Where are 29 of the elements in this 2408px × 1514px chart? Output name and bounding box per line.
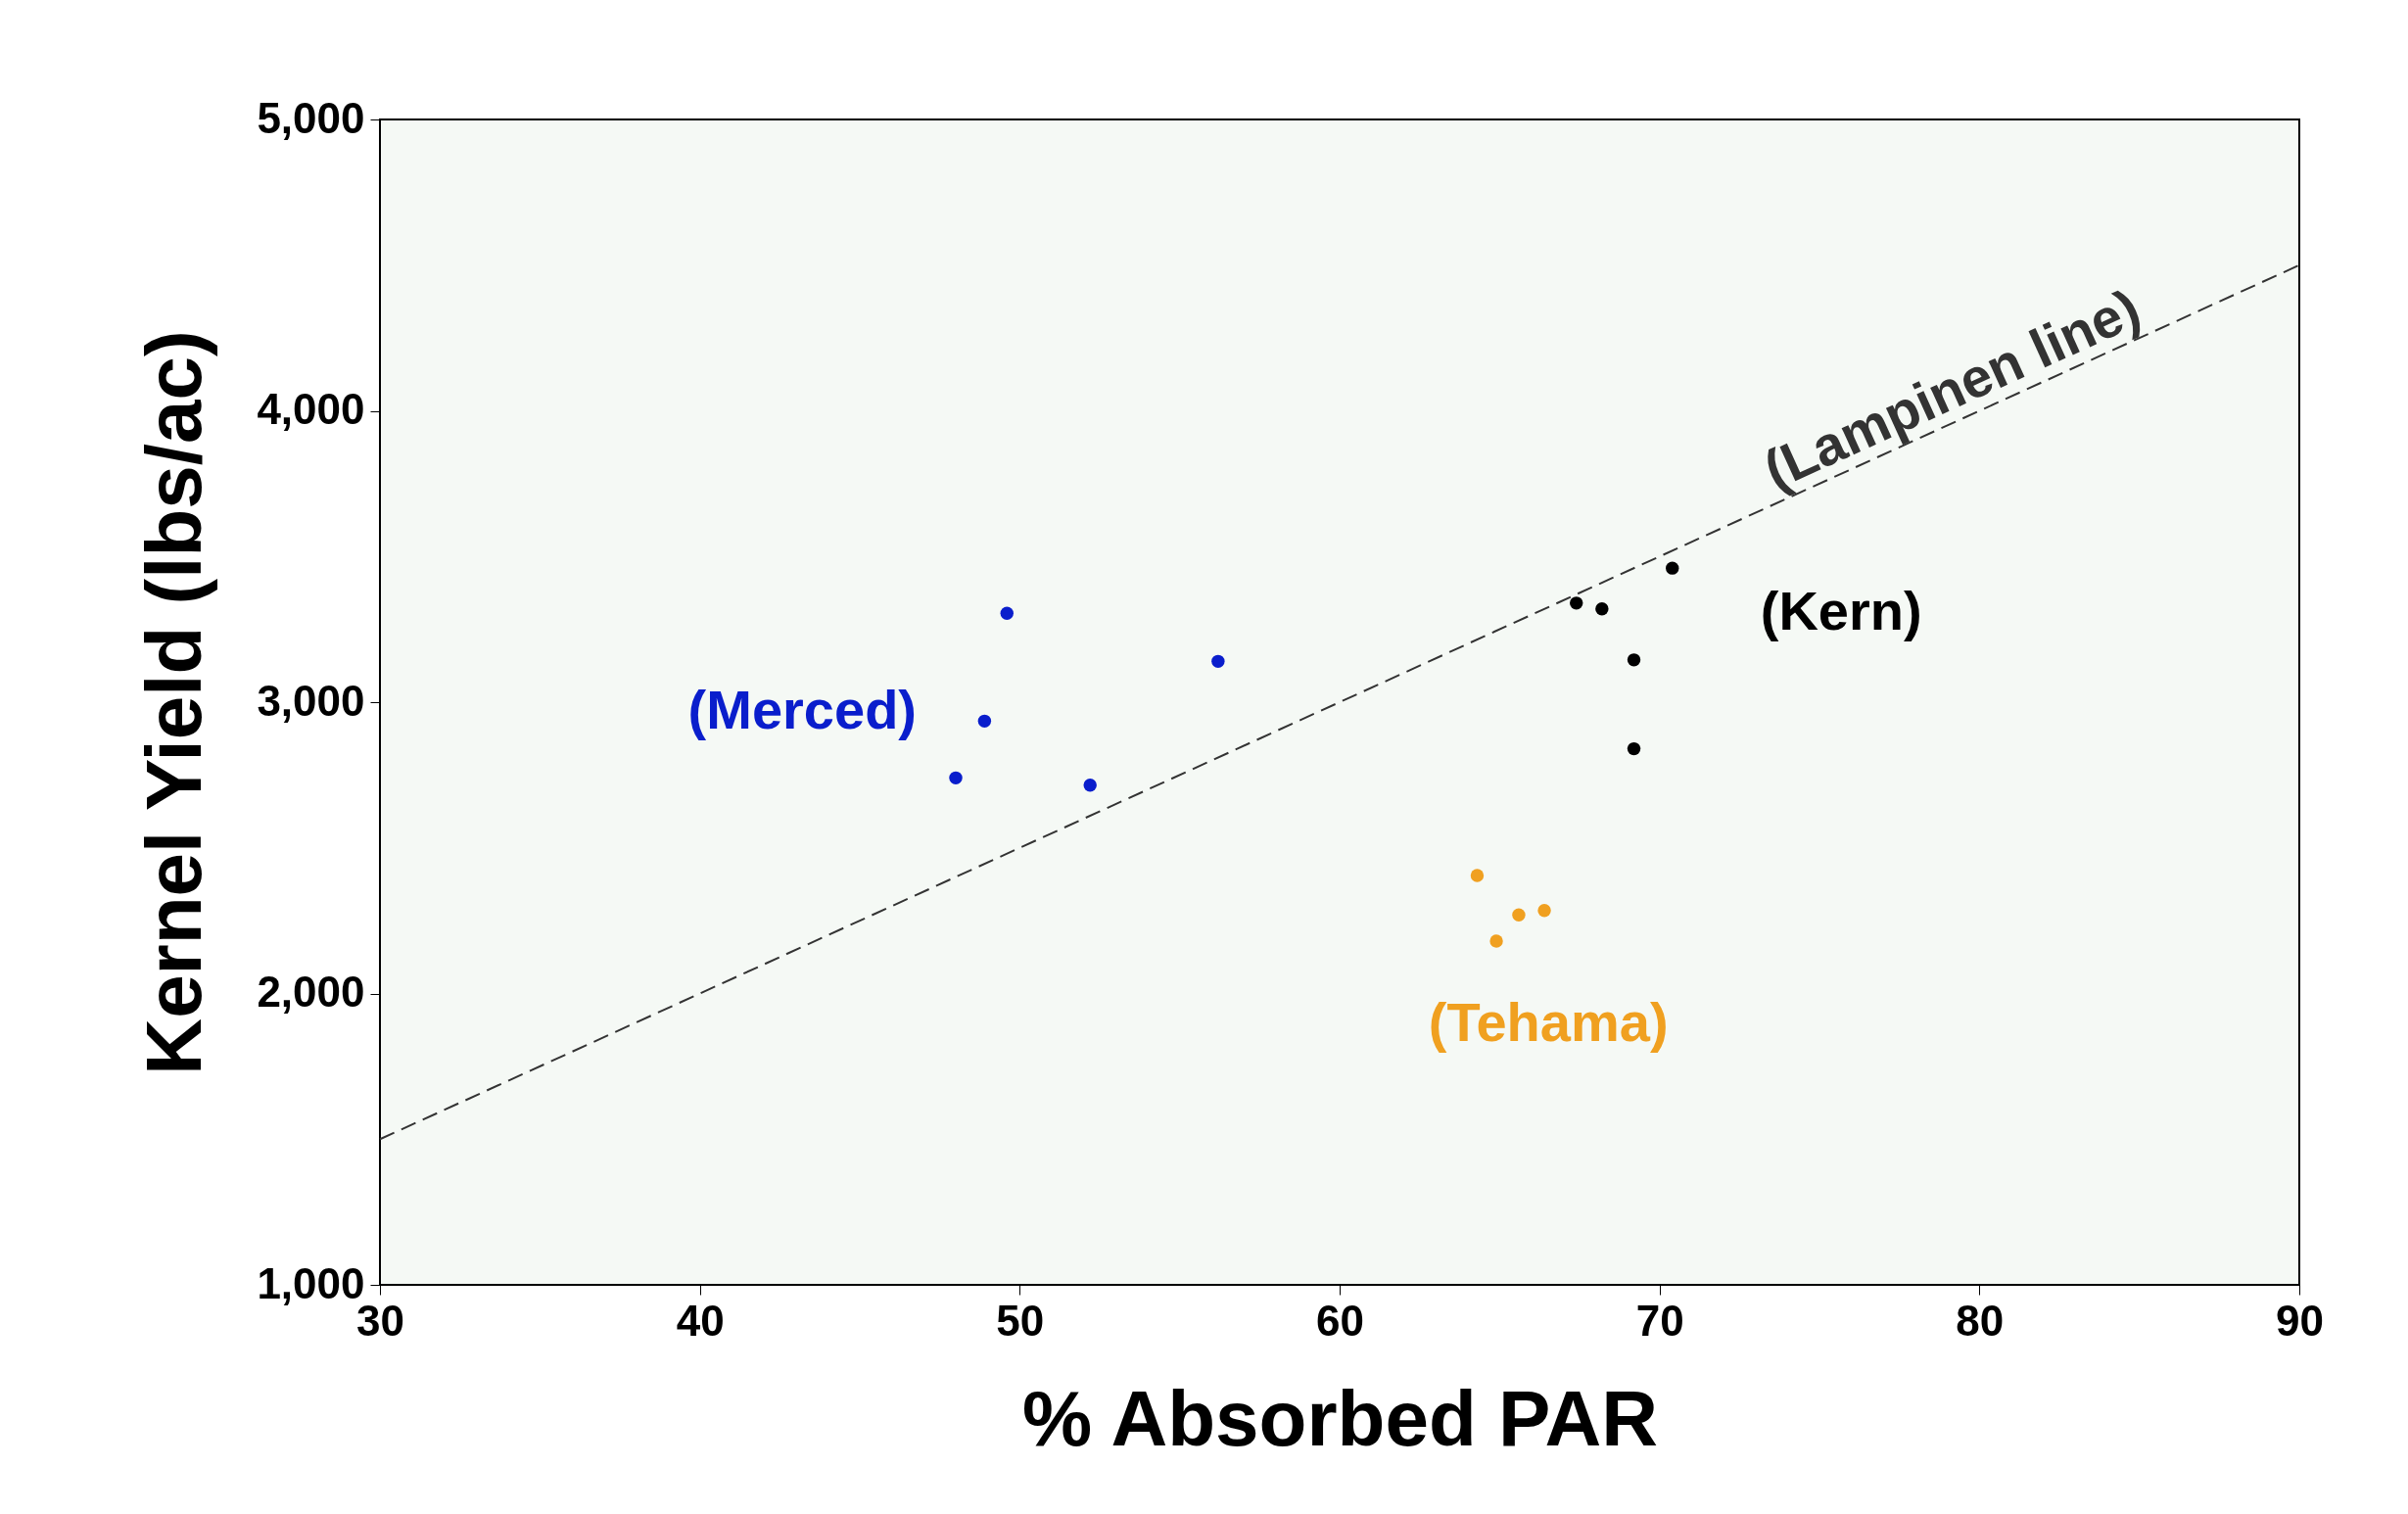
x-tick-label: 50 bbox=[996, 1296, 1045, 1345]
x-axis-title: % Absorbed PAR bbox=[1022, 1374, 1658, 1462]
x-tick-label: 70 bbox=[1635, 1296, 1684, 1345]
point bbox=[1595, 602, 1609, 616]
point bbox=[1512, 908, 1526, 922]
point bbox=[1627, 653, 1641, 667]
point bbox=[1570, 596, 1583, 610]
point bbox=[1627, 741, 1641, 756]
series-label: (Tehama) bbox=[1428, 990, 1669, 1053]
point bbox=[1000, 606, 1014, 620]
y-tick-label: 2,000 bbox=[257, 968, 365, 1016]
point bbox=[1489, 934, 1503, 948]
point bbox=[1083, 779, 1097, 792]
point bbox=[1537, 904, 1551, 918]
y-tick-label: 4,000 bbox=[257, 385, 365, 433]
y-axis-title: Kernel Yield (lbs/ac) bbox=[130, 330, 218, 1075]
y-tick-label: 5,000 bbox=[257, 93, 365, 142]
x-tick-label: 60 bbox=[1316, 1296, 1364, 1345]
y-tick-label: 3,000 bbox=[257, 676, 365, 725]
x-tick-label: 40 bbox=[676, 1296, 725, 1345]
point bbox=[977, 714, 992, 729]
x-tick-label: 80 bbox=[1956, 1296, 2005, 1345]
series-label: (Kern) bbox=[1760, 580, 1922, 642]
point bbox=[1211, 654, 1225, 669]
point bbox=[949, 771, 963, 785]
x-tick-label: 90 bbox=[2276, 1296, 2324, 1345]
point bbox=[1666, 561, 1679, 575]
series-label: (Merced) bbox=[687, 678, 917, 740]
point bbox=[1470, 869, 1485, 882]
